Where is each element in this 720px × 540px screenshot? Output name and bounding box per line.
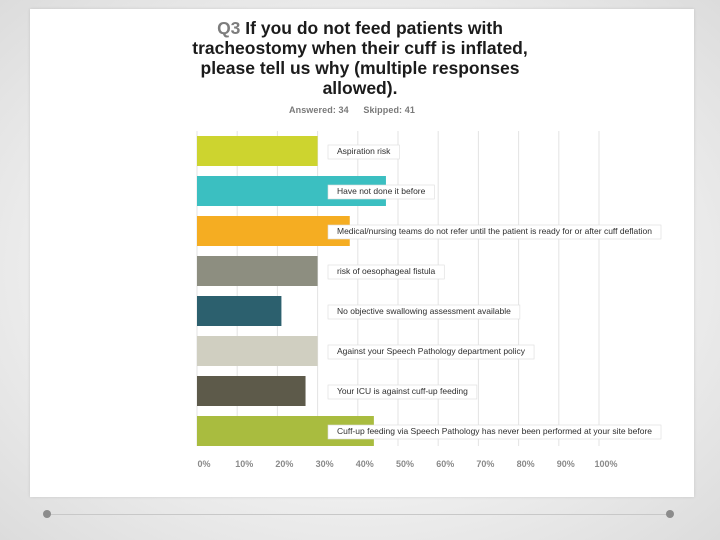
bar-label: Your ICU is against cuff-up feeding (337, 386, 468, 396)
bar-label-box (327, 224, 662, 240)
bar (197, 216, 350, 246)
x-tick-label: 40% (356, 459, 374, 469)
skipped-count: Skipped: 41 (363, 105, 415, 115)
bar (197, 296, 282, 326)
bar-label: No objective swallowing assessment avail… (337, 306, 511, 316)
bar (197, 256, 318, 286)
bar-label-box (327, 344, 535, 360)
x-tick-label: 20% (275, 459, 293, 469)
bar-label-box (327, 264, 445, 280)
question-number: Q3 (217, 18, 241, 38)
response-stats: Answered: 34 Skipped: 41 (289, 105, 427, 115)
x-tick-label: 100% (594, 459, 617, 469)
bar-label: Medical/nursing teams do not refer until… (337, 226, 652, 236)
bar-label-box (327, 304, 521, 320)
bar-label: risk of oesophageal fistula (337, 266, 436, 276)
bar-label: Cuff-up feeding via Speech Pathology has… (337, 426, 652, 436)
bar (197, 376, 306, 406)
bar (197, 336, 318, 366)
footer-divider (48, 514, 670, 515)
bar (197, 136, 318, 166)
bar-label-box (327, 424, 662, 440)
bar-label-box (327, 184, 435, 200)
x-tick-label: 30% (316, 459, 334, 469)
title-line-3: please tell us why (multiple responses (200, 58, 520, 78)
bar-label: Against your Speech Pathology department… (337, 346, 526, 356)
footer-dot-right (666, 510, 674, 518)
bar-label: Have not done it before (337, 186, 426, 196)
x-tick-label: 50% (396, 459, 414, 469)
answered-count: Answered: 34 (289, 105, 349, 115)
x-tick-label: 0% (197, 459, 210, 469)
footer-dot-left (43, 510, 51, 518)
chart-title: Q3 If you do not feed patients with trac… (0, 18, 720, 98)
x-tick-label: 90% (557, 459, 575, 469)
x-tick-label: 60% (436, 459, 454, 469)
bar-label-box (327, 384, 478, 400)
x-tick-label: 70% (476, 459, 494, 469)
x-tick-label: 10% (235, 459, 253, 469)
bar-label: Aspiration risk (337, 146, 391, 156)
title-line-2: tracheostomy when their cuff is inflated… (192, 38, 528, 58)
title-line-4: allowed). (322, 78, 398, 98)
bar-label-box (327, 144, 400, 160)
title-line-1: If you do not feed patients with (245, 18, 503, 38)
slide-panel (30, 9, 694, 497)
x-tick-label: 80% (517, 459, 535, 469)
